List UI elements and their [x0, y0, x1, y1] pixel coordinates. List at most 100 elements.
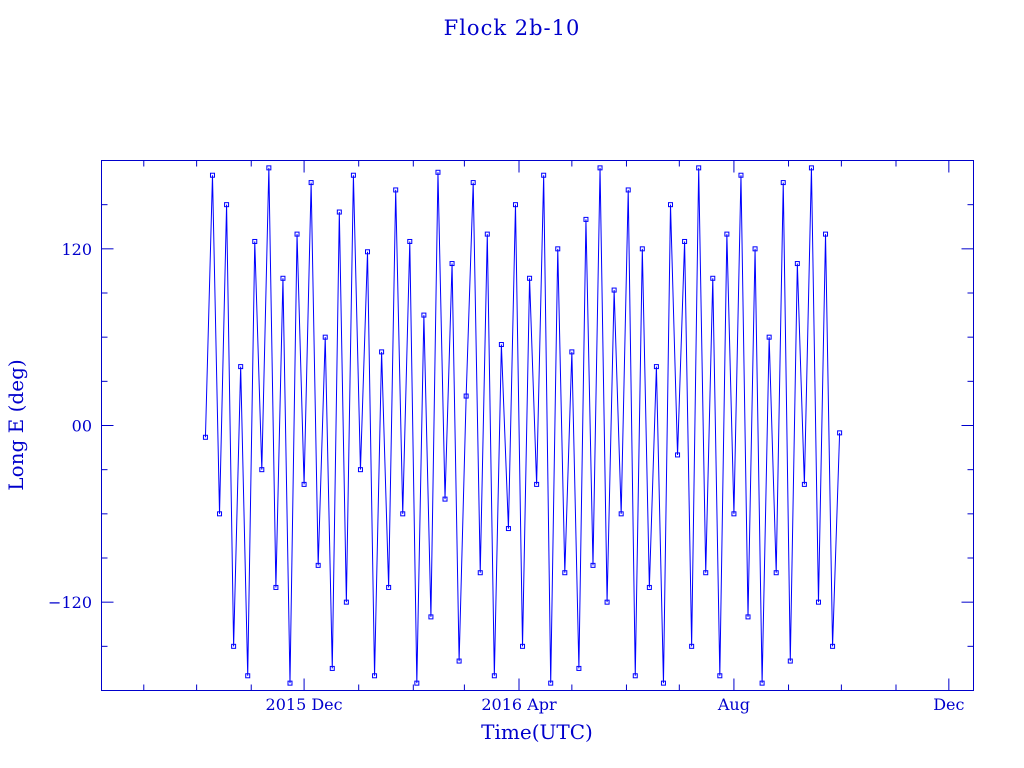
- data-point: [555, 246, 561, 252]
- data-point: [343, 599, 349, 605]
- data-point: [428, 614, 434, 620]
- data-point: [660, 680, 666, 686]
- series-line: [204, 167, 841, 684]
- data-point: [731, 511, 737, 517]
- data-point: [231, 643, 237, 649]
- data-point: [830, 643, 836, 649]
- data-point: [491, 673, 497, 679]
- data-point: [477, 570, 483, 576]
- data-point: [372, 673, 378, 679]
- chart-title: Flock 2b-10: [443, 16, 581, 40]
- data-point: [632, 673, 638, 679]
- data-point: [245, 673, 251, 679]
- data-point: [590, 562, 596, 568]
- data-point: [801, 481, 807, 487]
- data-point: [773, 570, 779, 576]
- data-point: [329, 665, 335, 671]
- x-tick-label: 2015 Dec: [266, 695, 343, 714]
- data-point: [618, 511, 624, 517]
- y-axis-label: Long E (deg): [4, 359, 28, 490]
- data-point: [470, 180, 476, 186]
- data-point: [724, 231, 730, 237]
- data-point: [400, 511, 406, 517]
- data-point: [752, 246, 758, 252]
- data-point: [583, 216, 589, 222]
- data-point: [365, 249, 371, 255]
- data-point: [534, 481, 540, 487]
- data-point: [322, 334, 328, 340]
- data-point: [393, 187, 399, 193]
- data-point: [794, 261, 800, 267]
- data-point: [780, 180, 786, 186]
- data-point: [202, 434, 208, 440]
- data-point: [308, 180, 314, 186]
- data-point: [294, 231, 300, 237]
- data-point: [357, 467, 363, 473]
- data-point: [442, 496, 448, 502]
- data-point: [646, 584, 652, 590]
- data-point: [625, 187, 631, 193]
- data-point: [766, 334, 772, 340]
- data-point: [689, 643, 695, 649]
- data-point: [379, 349, 385, 355]
- data-point: [505, 526, 511, 532]
- data-point: [463, 393, 469, 399]
- data-point: [421, 312, 427, 318]
- data-point: [259, 467, 265, 473]
- data-point: [217, 511, 223, 517]
- plot-marks: [202, 165, 843, 686]
- data-point: [562, 570, 568, 576]
- x-axis-label: Time(UTC): [481, 720, 593, 744]
- data-point: [787, 658, 793, 664]
- data-point: [498, 342, 504, 348]
- data-point: [252, 238, 258, 244]
- data-point: [738, 172, 744, 178]
- data-point: [301, 481, 307, 487]
- data-point: [266, 165, 272, 171]
- data-point: [675, 452, 681, 458]
- data-point: [386, 584, 392, 590]
- data-point: [837, 430, 843, 436]
- data-point: [238, 364, 244, 370]
- data-point: [668, 202, 674, 208]
- data-point: [604, 599, 610, 605]
- data-point: [541, 172, 547, 178]
- data-point: [449, 261, 455, 267]
- data-point: [315, 562, 321, 568]
- data-point: [653, 364, 659, 370]
- x-tick-label: Aug: [717, 695, 750, 714]
- x-tick-label: 2016 Apr: [481, 695, 557, 714]
- data-point: [696, 165, 702, 171]
- y-tick-label: 120: [61, 240, 92, 259]
- data-point: [717, 673, 723, 679]
- data-point: [576, 665, 582, 671]
- data-point: [682, 238, 688, 244]
- axes: 120 00 −120 2015 Dec 2016 Apr Aug Dec: [48, 160, 974, 714]
- data-point: [209, 172, 215, 178]
- x-tick-label: Dec: [933, 695, 964, 714]
- data-point: [456, 658, 462, 664]
- data-point: [280, 275, 286, 281]
- data-point: [512, 202, 518, 208]
- data-point: [414, 680, 420, 686]
- data-point: [435, 169, 441, 175]
- data-point: [548, 680, 554, 686]
- data-point: [759, 680, 765, 686]
- data-point: [815, 599, 821, 605]
- data-point: [287, 680, 293, 686]
- data-point: [745, 614, 751, 620]
- data-point: [527, 275, 533, 281]
- data-point: [273, 584, 279, 590]
- data-point: [520, 643, 526, 649]
- data-point: [611, 287, 617, 293]
- data-point: [823, 231, 829, 237]
- data-point: [639, 246, 645, 252]
- data-point: [569, 349, 575, 355]
- y-tick-label: 00: [72, 417, 92, 436]
- data-point: [703, 570, 709, 576]
- y-tick-label: −120: [48, 593, 92, 612]
- data-point: [350, 172, 356, 178]
- data-point: [407, 238, 413, 244]
- data-point: [484, 231, 490, 237]
